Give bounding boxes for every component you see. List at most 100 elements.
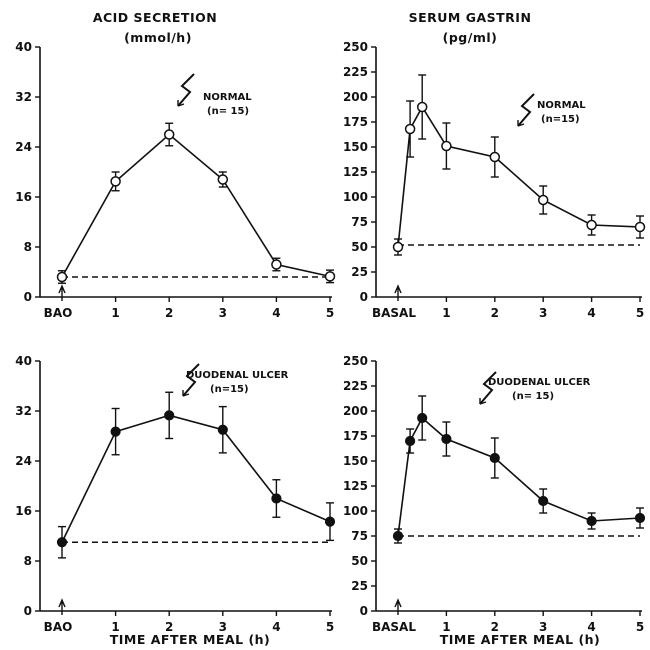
x-tick-label: 1 [442, 306, 450, 320]
y-tick-label: 175 [343, 429, 368, 443]
y-tick-label: 150 [343, 140, 368, 154]
x-tick-label: 2 [165, 620, 173, 634]
y-tick-label: 75 [351, 215, 368, 229]
x-axis-label-right: TIME AFTER MEAL (h) [440, 632, 601, 647]
data-point [404, 123, 416, 135]
gastrin-unit: (pg/ml) [443, 30, 498, 45]
y-tick-label: 250 [343, 354, 368, 368]
y-tick-label: 16 [15, 504, 32, 518]
x-tick-label: 5 [636, 306, 644, 320]
meal-arrow-icon [58, 598, 66, 615]
y-tick-label: 0 [360, 290, 368, 304]
data-point [110, 426, 121, 437]
x-tick-label: 3 [219, 306, 227, 320]
x-tick-label: BASAL [372, 306, 416, 320]
y-tick-label: 40 [15, 354, 32, 368]
data-point [441, 433, 452, 445]
pointer-arrowhead-icon [517, 120, 525, 127]
data-point [416, 101, 428, 113]
y-tick-label: 125 [343, 165, 368, 179]
y-tick-label: 75 [351, 529, 368, 543]
group-label: DUODENAL ULCER [186, 370, 289, 381]
data-point [538, 495, 549, 507]
group-n-label: (n=15) [210, 384, 249, 395]
x-tick-label: BAO [44, 620, 73, 634]
y-tick-label: 250 [343, 40, 368, 54]
group-label: DUODENAL ULCER [488, 377, 591, 388]
y-tick-label: 32 [15, 404, 32, 418]
group-label: NORMAL [203, 92, 252, 103]
group-n-label: (n= 15) [207, 106, 249, 117]
y-tick-label: 100 [343, 504, 368, 518]
x-tick-label: 2 [165, 306, 173, 320]
y-tick-label: 8 [24, 240, 32, 254]
x-tick-label: BAO [44, 306, 73, 320]
y-tick-label: 0 [360, 604, 368, 618]
series-line [61, 414, 331, 543]
x-tick-label: 2 [491, 306, 499, 320]
data-point [586, 219, 597, 231]
y-tick-label: 200 [343, 90, 368, 104]
data-point [56, 537, 68, 548]
squiggle-pointer-icon [182, 363, 200, 397]
group-label: NORMAL [537, 100, 586, 111]
data-point [441, 140, 452, 152]
y-tick-label: 100 [343, 190, 368, 204]
x-tick-label: 4 [587, 306, 595, 320]
series-line [397, 416, 641, 537]
group-n-label: (n=15) [541, 114, 580, 125]
panel-gastrin-normal: 0 25 50 75 100 125 150 175 200 225 250 BASAL 1 2 3 4 5 NO… [343, 40, 646, 320]
acid-title: ACID SECRETION [93, 10, 217, 25]
panel-acid-normal: 0 8 16 24 32 40 BAO 1 2 3 4 5 NORMAL (n= 15) [15, 40, 336, 320]
x-tick-label: 1 [442, 620, 450, 634]
series-line [397, 105, 641, 248]
y-tick-label: 150 [343, 454, 368, 468]
y-tick-label: 50 [351, 554, 368, 568]
meal-arrow-icon [394, 598, 402, 615]
series-line [61, 133, 331, 278]
y-tick-label: 40 [15, 40, 32, 54]
y-tick-label: 24 [15, 140, 32, 154]
data-point [56, 271, 68, 283]
y-tick-label: 25 [351, 579, 368, 593]
y-tick-label: 0 [24, 290, 32, 304]
y-tick-label: 200 [343, 404, 368, 418]
data-point [537, 194, 549, 206]
x-tick-label: 3 [219, 620, 227, 634]
y-tick-label: 225 [343, 65, 368, 79]
x-tick-label: 5 [326, 306, 334, 320]
pointer-arrowhead-icon [177, 100, 185, 107]
x-tick-label: 4 [272, 306, 280, 320]
data-point [324, 271, 336, 282]
y-tick-label: 24 [15, 454, 32, 468]
data-point [392, 530, 404, 542]
acid-unit: (mmol/h) [124, 30, 192, 45]
data-point [489, 151, 501, 163]
squiggle-pointer-icon [517, 93, 535, 127]
x-tick-label: 3 [539, 306, 547, 320]
meal-arrow-icon [394, 284, 402, 301]
y-tick-label: 175 [343, 115, 368, 129]
data-point [164, 410, 175, 421]
x-tick-label: 2 [491, 620, 499, 634]
pointer-arrowhead-icon [182, 390, 190, 397]
y-tick-label: 0 [24, 604, 32, 618]
data-point [489, 452, 500, 464]
x-tick-label: 1 [111, 306, 119, 320]
data-point [417, 412, 428, 424]
data-point [271, 259, 282, 270]
x-tick-label: 5 [636, 620, 644, 634]
data-point [217, 174, 229, 185]
data-point [163, 129, 175, 140]
meal-arrow-icon [58, 284, 66, 301]
x-tick-label: 5 [326, 620, 334, 634]
data-point [324, 516, 336, 527]
squiggle-pointer-icon [177, 73, 195, 107]
panel-acid-duodenal-ulcer: 0 8 16 24 32 40 BAO 1 2 3 4 5 DUODENAL ULCER (n=15) [15, 354, 336, 634]
x-tick-label: 4 [272, 620, 280, 634]
y-tick-label: 50 [351, 240, 368, 254]
gastrin-title: SERUM GASTRIN [409, 10, 532, 25]
x-tick-label: 3 [539, 620, 547, 634]
data-point [271, 493, 282, 504]
